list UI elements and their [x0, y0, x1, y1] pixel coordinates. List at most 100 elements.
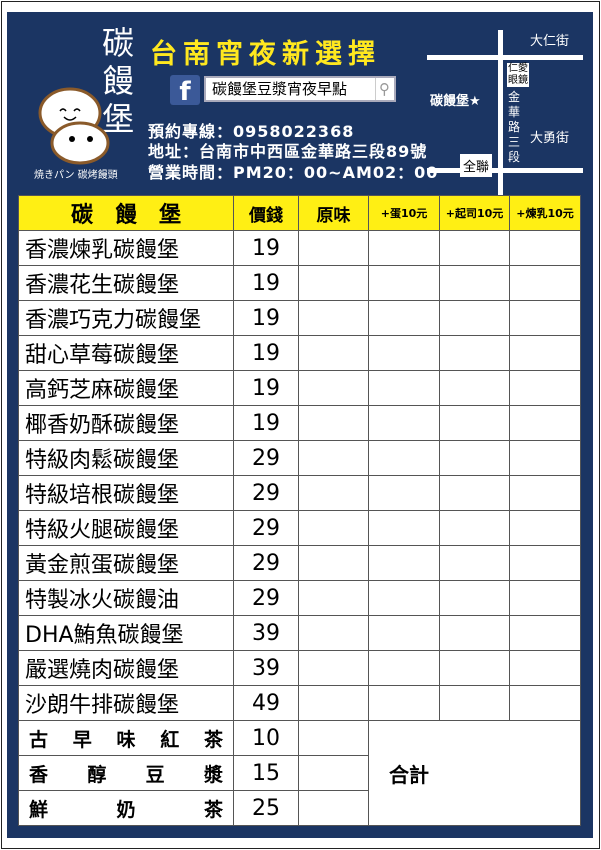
qty-egg[interactable]: [368, 335, 440, 371]
table-row: 甜心草莓碳饅堡 19: [18, 335, 581, 371]
qty-condensed-milk[interactable]: [509, 300, 581, 336]
table-row-drink: 鮮奶茶 25: [18, 790, 581, 826]
qty-plain[interactable]: [298, 475, 369, 511]
qty-condensed-milk[interactable]: [509, 615, 581, 651]
qty-egg[interactable]: [368, 650, 440, 686]
qty-plain[interactable]: [298, 510, 369, 546]
search-icon[interactable]: ⚲: [375, 78, 390, 100]
qty-egg[interactable]: [368, 615, 440, 651]
table-row: 沙朗牛排碳饅堡 49: [18, 685, 581, 721]
qty-drink[interactable]: [298, 755, 369, 791]
item-name: 香濃花生碳饅堡: [18, 265, 234, 301]
qty-condensed-milk[interactable]: [509, 370, 581, 406]
item-name: 椰香奶酥碳饅堡: [18, 405, 234, 441]
qty-plain[interactable]: [298, 370, 369, 406]
brand-char: 堡: [101, 100, 134, 138]
road-vertical-label: 金華路三段: [508, 90, 521, 164]
table-row: 特製冰火碳饅油 29: [18, 580, 581, 616]
facebook-search-box[interactable]: 碳饅堡豆漿宵夜早點 ⚲: [204, 76, 396, 102]
qty-plain[interactable]: [298, 405, 369, 441]
qty-cheese[interactable]: [439, 580, 510, 616]
qty-cheese[interactable]: [439, 230, 510, 266]
address: 地址：台南市中西區金華路三段89號: [148, 142, 428, 161]
item-price: 19: [233, 230, 299, 266]
qty-plain[interactable]: [298, 335, 369, 371]
qty-condensed-milk[interactable]: [509, 475, 581, 511]
item-name: 特級火腿碳饅堡: [18, 510, 234, 546]
qty-plain[interactable]: [298, 615, 369, 651]
item-price: 19: [233, 370, 299, 406]
item-name: 沙朗牛排碳饅堡: [18, 685, 234, 721]
qty-condensed-milk[interactable]: [509, 440, 581, 476]
qty-cheese[interactable]: [439, 650, 510, 686]
item-price: 19: [233, 265, 299, 301]
qty-plain[interactable]: [298, 230, 369, 266]
qty-condensed-milk[interactable]: [509, 265, 581, 301]
phone: 預約專線：0958022368: [148, 122, 355, 141]
qty-drink[interactable]: [298, 720, 369, 756]
brand-char: 饅: [101, 62, 134, 100]
qty-egg[interactable]: [368, 370, 440, 406]
qty-cheese[interactable]: [439, 685, 510, 721]
qty-egg[interactable]: [368, 545, 440, 581]
qty-condensed-milk[interactable]: [509, 580, 581, 616]
col-plain: 原味: [298, 195, 369, 231]
qty-cheese[interactable]: [439, 300, 510, 336]
item-name: DHA鮪魚碳饅堡: [18, 615, 234, 651]
qty-egg[interactable]: [368, 440, 440, 476]
brand-name: 碳 饅 堡: [98, 24, 138, 138]
qty-condensed-milk[interactable]: [509, 510, 581, 546]
qty-egg[interactable]: [368, 405, 440, 441]
qty-egg[interactable]: [368, 265, 440, 301]
table-row: 特級培根碳饅堡 29: [18, 475, 581, 511]
qty-plain[interactable]: [298, 265, 369, 301]
qty-cheese[interactable]: [439, 545, 510, 581]
road-vertical: [498, 30, 503, 205]
total-label: 合計: [389, 762, 429, 787]
qty-plain[interactable]: [298, 580, 369, 616]
qty-condensed-milk[interactable]: [509, 230, 581, 266]
qty-cheese[interactable]: [439, 405, 510, 441]
drink-price: 25: [233, 790, 299, 826]
qty-cheese[interactable]: [439, 510, 510, 546]
qty-condensed-milk[interactable]: [509, 545, 581, 581]
qty-plain[interactable]: [298, 650, 369, 686]
col-name: 碳 饅 堡: [18, 195, 234, 231]
landmark-store: 全聯: [460, 154, 493, 177]
col-condensed-milk: +煉乳10元: [509, 195, 581, 231]
item-name: 高鈣芝麻碳饅堡: [18, 370, 234, 406]
qty-cheese[interactable]: [439, 370, 510, 406]
drink-name: 古早味紅茶: [18, 720, 234, 756]
qty-condensed-milk[interactable]: [509, 685, 581, 721]
qty-cheese[interactable]: [439, 335, 510, 371]
facebook-icon[interactable]: f: [170, 75, 200, 107]
qty-egg[interactable]: [368, 685, 440, 721]
qty-cheese[interactable]: [439, 265, 510, 301]
qty-drink[interactable]: [298, 790, 369, 826]
qty-plain[interactable]: [298, 545, 369, 581]
item-name: 特級培根碳饅堡: [18, 475, 234, 511]
qty-cheese[interactable]: [439, 440, 510, 476]
table-row: 黃金煎蛋碳饅堡 29: [18, 545, 581, 581]
item-price: 29: [233, 510, 299, 546]
qty-cheese[interactable]: [439, 615, 510, 651]
qty-plain[interactable]: [298, 685, 369, 721]
qty-condensed-milk[interactable]: [509, 650, 581, 686]
qty-plain[interactable]: [298, 440, 369, 476]
qty-egg[interactable]: [368, 475, 440, 511]
shop-marker: 碳饅堡★: [430, 94, 481, 109]
qty-condensed-milk[interactable]: [509, 405, 581, 441]
qty-cheese[interactable]: [439, 475, 510, 511]
qty-egg[interactable]: [368, 230, 440, 266]
qty-egg[interactable]: [368, 300, 440, 336]
qty-egg[interactable]: [368, 580, 440, 616]
brand-char: 碳: [101, 24, 134, 62]
qty-plain[interactable]: [298, 300, 369, 336]
qty-condensed-milk[interactable]: [509, 335, 581, 371]
road-bottom: [427, 168, 583, 173]
item-name: 香濃巧克力碳饅堡: [18, 300, 234, 336]
qty-egg[interactable]: [368, 510, 440, 546]
col-egg: +蛋10元: [368, 195, 440, 231]
item-name: 黃金煎蛋碳饅堡: [18, 545, 234, 581]
